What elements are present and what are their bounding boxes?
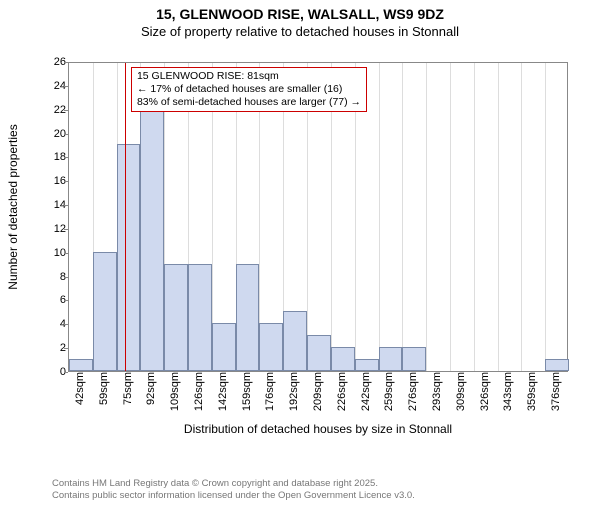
histogram-bar xyxy=(259,323,283,371)
x-tick-label: 293sqm xyxy=(431,372,443,411)
x-tick-label: 176sqm xyxy=(264,372,276,411)
x-tick-label: 259sqm xyxy=(383,372,395,411)
y-tick-label: 12 xyxy=(44,223,66,235)
x-tick-label: 359sqm xyxy=(526,372,538,411)
y-tick-label: 26 xyxy=(44,56,66,68)
grid-vertical xyxy=(498,63,499,371)
histogram-bar xyxy=(188,264,212,371)
x-tick-label: 59sqm xyxy=(98,372,110,405)
y-tick-mark xyxy=(64,110,68,111)
x-tick-label: 159sqm xyxy=(241,372,253,411)
y-tick-mark xyxy=(64,348,68,349)
y-tick-label: 6 xyxy=(44,294,66,306)
x-tick-label: 109sqm xyxy=(169,372,181,411)
reference-line xyxy=(125,63,126,371)
x-tick-label: 92sqm xyxy=(145,372,157,405)
y-tick-label: 24 xyxy=(44,80,66,92)
y-tick-label: 22 xyxy=(44,104,66,116)
x-axis-label: Distribution of detached houses by size … xyxy=(68,422,568,436)
y-tick-label: 16 xyxy=(44,175,66,187)
x-tick-label: 376sqm xyxy=(550,372,562,411)
histogram-bar xyxy=(402,347,426,371)
grid-vertical xyxy=(379,63,380,371)
y-tick-mark xyxy=(64,134,68,135)
x-tick-label: 326sqm xyxy=(479,372,491,411)
histogram-bar xyxy=(69,359,93,371)
chart: Number of detached properties 15 GLENWOO… xyxy=(48,52,576,436)
y-tick-mark xyxy=(64,205,68,206)
title-main: 15, GLENWOOD RISE, WALSALL, WS9 9DZ xyxy=(0,6,600,22)
histogram-bar xyxy=(283,311,307,371)
x-tick-label: 142sqm xyxy=(217,372,229,411)
callout-line: 15 GLENWOOD RISE: 81sqm xyxy=(137,70,361,83)
y-tick-mark xyxy=(64,324,68,325)
callout-line: 83% of semi-detached houses are larger (… xyxy=(137,96,361,109)
y-axis-label: Number of detached properties xyxy=(6,52,26,362)
y-tick-mark xyxy=(64,86,68,87)
x-tick-label: 276sqm xyxy=(407,372,419,411)
y-tick-label: 18 xyxy=(44,151,66,163)
grid-vertical xyxy=(545,63,546,371)
histogram-bar xyxy=(379,347,403,371)
histogram-bar xyxy=(331,347,355,371)
histogram-bar xyxy=(355,359,379,371)
histogram-bar xyxy=(307,335,331,371)
y-tick-label: 14 xyxy=(44,199,66,211)
y-tick-mark xyxy=(64,157,68,158)
histogram-bar xyxy=(164,264,188,371)
footnote: Contains HM Land Registry data © Crown c… xyxy=(52,478,415,502)
x-tick-label: 209sqm xyxy=(312,372,324,411)
plot-area: 15 GLENWOOD RISE: 81sqm← 17% of detached… xyxy=(68,62,568,372)
y-tick-mark xyxy=(64,62,68,63)
title-sub: Size of property relative to detached ho… xyxy=(0,24,600,39)
y-tick-label: 4 xyxy=(44,318,66,330)
x-tick-label: 75sqm xyxy=(122,372,134,405)
y-tick-label: 0 xyxy=(44,366,66,378)
histogram-bar xyxy=(140,109,164,371)
grid-vertical xyxy=(450,63,451,371)
histogram-bar xyxy=(117,144,141,371)
histogram-bar xyxy=(545,359,569,371)
y-tick-label: 20 xyxy=(44,128,66,140)
x-tick-label: 309sqm xyxy=(455,372,467,411)
y-tick-label: 2 xyxy=(44,342,66,354)
y-tick-mark xyxy=(64,300,68,301)
grid-vertical xyxy=(426,63,427,371)
y-tick-mark xyxy=(64,229,68,230)
footnote-line-1: Contains HM Land Registry data © Crown c… xyxy=(52,478,415,490)
y-tick-label: 10 xyxy=(44,247,66,259)
grid-vertical xyxy=(402,63,403,371)
footnote-line-2: Contains public sector information licen… xyxy=(52,490,415,502)
grid-vertical xyxy=(521,63,522,371)
histogram-bar xyxy=(212,323,236,371)
callout-box: 15 GLENWOOD RISE: 81sqm← 17% of detached… xyxy=(131,67,367,112)
x-tick-label: 192sqm xyxy=(288,372,300,411)
y-tick-mark xyxy=(64,181,68,182)
x-tick-label: 226sqm xyxy=(336,372,348,411)
y-tick-mark xyxy=(64,372,68,373)
y-tick-mark xyxy=(64,277,68,278)
grid-vertical xyxy=(474,63,475,371)
histogram-bar xyxy=(93,252,117,371)
x-tick-label: 343sqm xyxy=(502,372,514,411)
x-tick-label: 242sqm xyxy=(360,372,372,411)
y-tick-label: 8 xyxy=(44,271,66,283)
y-tick-mark xyxy=(64,253,68,254)
x-tick-label: 126sqm xyxy=(193,372,205,411)
histogram-bar xyxy=(236,264,260,371)
callout-line: ← 17% of detached houses are smaller (16… xyxy=(137,83,361,96)
x-tick-label: 42sqm xyxy=(74,372,86,405)
title-block: 15, GLENWOOD RISE, WALSALL, WS9 9DZ Size… xyxy=(0,6,600,39)
